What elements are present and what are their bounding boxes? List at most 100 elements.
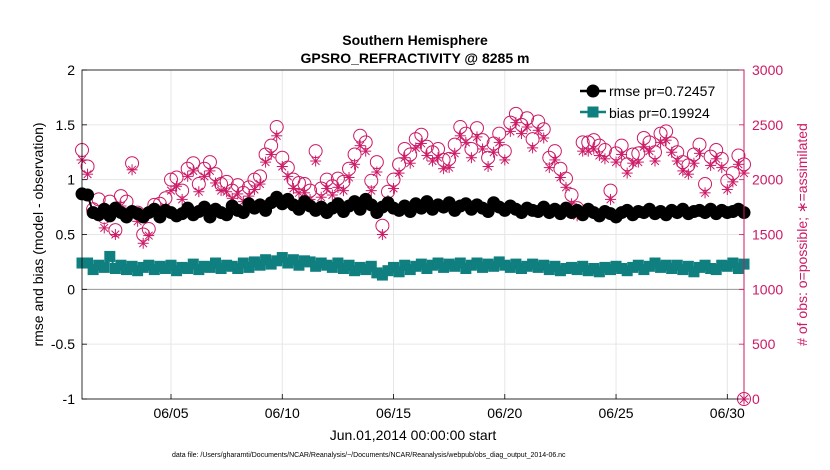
assimilated-obs-point (471, 131, 483, 143)
assimilated-obs-point (677, 165, 689, 177)
bias-point (410, 260, 422, 272)
y2-tick-label: 2000 (752, 172, 783, 188)
x-tick-label: 06/25 (599, 405, 634, 421)
assimilated-obs-point (499, 154, 511, 166)
bias-point (538, 259, 550, 271)
x-tick-label: 06/15 (376, 405, 411, 421)
assimilated-obs-point (454, 130, 466, 142)
bias-point (304, 256, 316, 268)
bias-point (404, 264, 416, 276)
bias-point (482, 258, 494, 270)
bias-point (527, 258, 539, 270)
assimilated-obs-point (443, 162, 455, 174)
assimilated-obs-point (276, 161, 288, 173)
bias-point (143, 259, 155, 271)
assimilated-obs-point (165, 185, 177, 197)
assimilated-obs-point (82, 168, 94, 180)
bias-point (293, 259, 305, 271)
assimilated-obs-point (604, 193, 616, 205)
bias-point (671, 259, 683, 271)
y-tick-label: 0.5 (56, 227, 76, 243)
assimilated-obs-point (693, 147, 705, 159)
assimilated-obs-point (727, 176, 739, 188)
assimilated-obs-point (643, 145, 655, 157)
assimilated-obs-point (554, 171, 566, 183)
assimilated-obs-point (538, 132, 550, 144)
bias-point (682, 260, 694, 272)
assimilated-obs-point (337, 185, 349, 197)
assimilated-obs-point (510, 117, 522, 129)
x-tick-label: 06/10 (265, 405, 300, 421)
bias-point (187, 258, 199, 270)
assimilated-obs-point (449, 147, 461, 159)
bias-point (121, 264, 133, 276)
assimilated-obs-point (126, 164, 138, 176)
assimilated-obs-point (621, 167, 633, 179)
assimilated-obs-point (265, 148, 277, 160)
assimilated-obs-point (432, 152, 444, 164)
assimilated-obs-point (504, 125, 516, 137)
bias-point (643, 260, 655, 272)
assimilated-obs-point (109, 229, 121, 240)
assimilated-obs-point (354, 140, 366, 152)
chart-subtitle: GPSRO_REFRACTIVITY @ 8285 m (301, 50, 530, 66)
bias-point (549, 260, 561, 272)
bias-point (449, 260, 461, 272)
assimilated-obs-point (721, 184, 733, 196)
bias-point (688, 266, 700, 278)
bias-point (554, 265, 566, 277)
assimilated-obs-point (343, 171, 355, 183)
bias-point (727, 257, 739, 269)
bias-point (438, 261, 450, 273)
bias-point (543, 264, 555, 276)
bias-point (638, 264, 650, 276)
bias-point (649, 257, 661, 269)
bias-point (109, 262, 121, 274)
bias-point (432, 257, 444, 269)
bias-point (271, 255, 283, 267)
bias-point (176, 261, 188, 273)
y2-tick-label: 0 (752, 391, 760, 407)
rmse-point (197, 200, 211, 214)
bias-point (721, 260, 733, 272)
y-tick-label: -0.5 (51, 336, 75, 352)
chart-title: Southern Hemisphere (342, 32, 488, 48)
bias-point (243, 261, 255, 273)
assimilated-obs-point (193, 186, 205, 198)
assimilated-obs-point (388, 182, 400, 194)
legend-rmse-label: rmse pr=0.72457 (609, 83, 715, 99)
assimilated-obs-point (649, 155, 661, 167)
bias-point (165, 259, 177, 271)
y-tick-label: -1 (63, 391, 76, 407)
assimilated-obs-point (137, 237, 149, 249)
assimilated-obs-point (210, 177, 222, 189)
bias-point (104, 250, 116, 262)
assimilated-obs-point (666, 146, 678, 158)
bias-point (132, 265, 144, 277)
bias-point (265, 258, 277, 270)
bias-point (198, 260, 210, 272)
bias-point (577, 260, 589, 272)
assimilated-obs-point (376, 229, 388, 240)
assimilated-obs-point (393, 167, 405, 179)
assimilated-obs-point (638, 141, 650, 153)
bias-point (354, 261, 366, 273)
bias-point (154, 260, 166, 272)
bias-point (276, 252, 288, 264)
bias-point (182, 262, 194, 274)
bias-point (710, 264, 722, 276)
assimilated-obs-point (599, 153, 611, 165)
bias-point (471, 257, 483, 269)
bias-point (632, 259, 644, 271)
assimilated-obs-point (493, 136, 505, 148)
bias-point (287, 254, 299, 266)
assimilated-obs-point (716, 162, 728, 174)
assimilated-obs-point (260, 156, 272, 168)
y-tick-label: 2 (67, 62, 75, 78)
assimilated-obs-point (282, 170, 294, 182)
bias-point (137, 261, 149, 273)
assimilated-obs-point (321, 182, 333, 194)
bias-point (221, 259, 233, 271)
bias-point (588, 262, 600, 274)
bias-point (210, 257, 222, 269)
